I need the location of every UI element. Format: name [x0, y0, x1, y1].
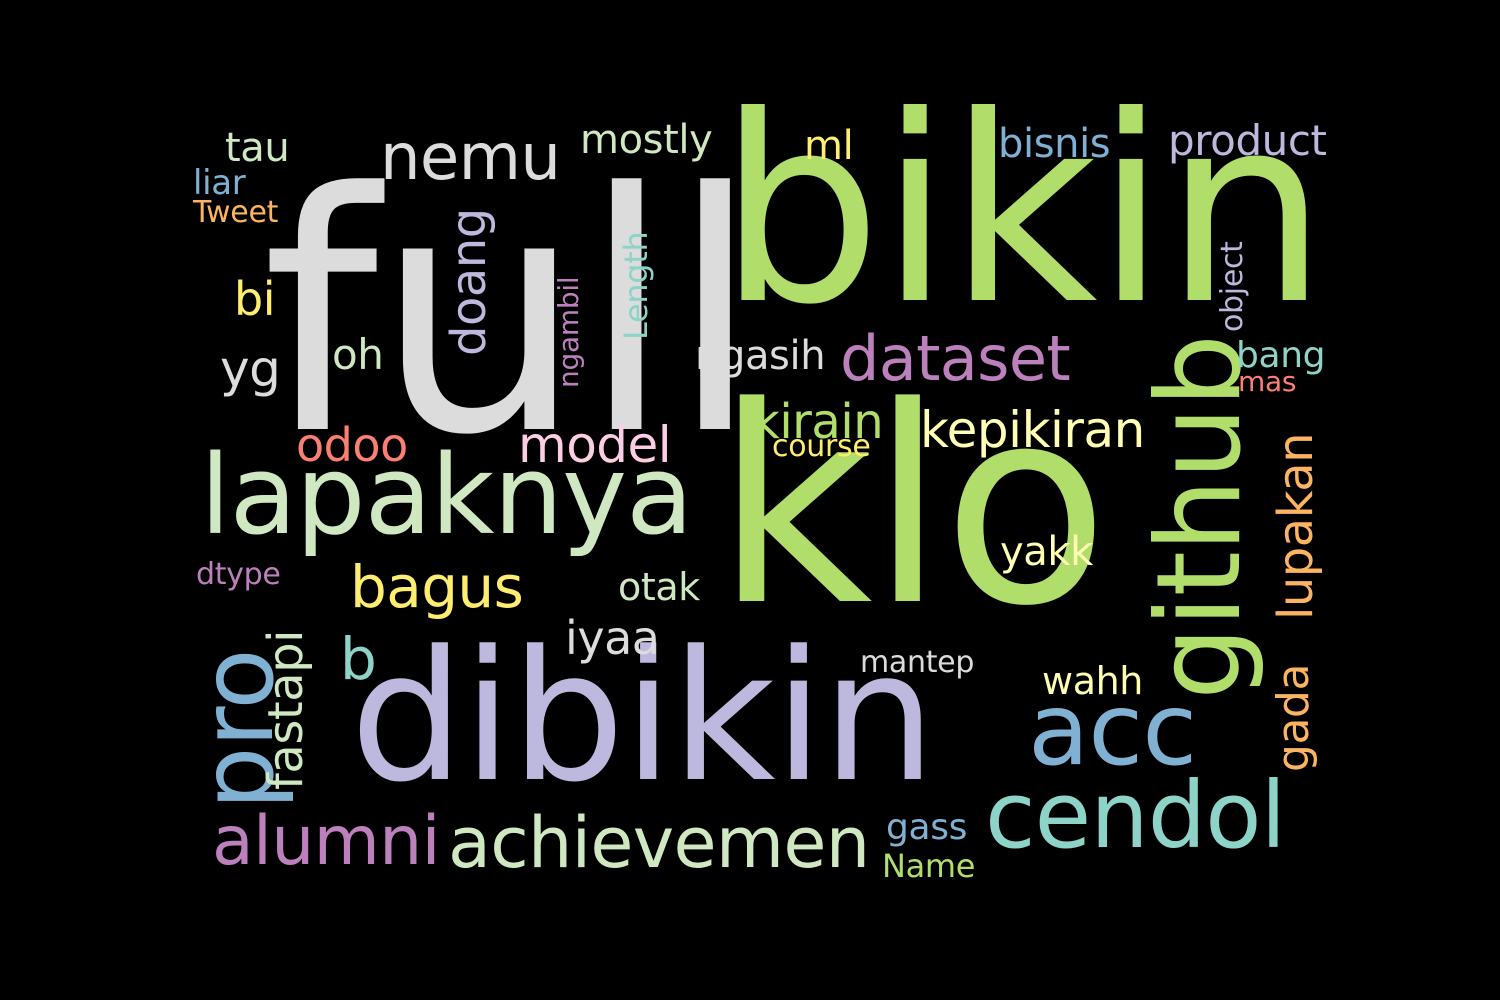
word-kirain: kirain — [752, 394, 884, 450]
word-mostly: mostly — [580, 117, 713, 163]
word-mantep: mantep — [860, 645, 975, 680]
word-bagus: bagus — [350, 553, 524, 621]
word-nemu: nemu — [380, 121, 561, 195]
word-ngambil: ngambil — [552, 276, 585, 388]
word-klo: klo — [715, 350, 1109, 666]
word-alumni: alumni — [212, 802, 440, 881]
word-lupakan: lupakan — [1268, 432, 1324, 620]
word-bisnis: bisnis — [998, 121, 1111, 167]
word-odoo: odoo — [296, 418, 408, 472]
word-wahh: wahh — [1042, 659, 1144, 703]
word-course: course — [772, 429, 871, 464]
word-full: full — [262, 123, 761, 507]
word-kepikiran: kepikiran — [920, 401, 1145, 459]
word-cendol: cendol — [985, 762, 1286, 869]
word-yakk: yakk — [1000, 529, 1093, 575]
word-length: Length — [617, 231, 655, 340]
word-gass: gass — [886, 807, 967, 848]
word-mas: mas — [1238, 365, 1297, 398]
word-tau: tau — [225, 125, 290, 171]
word-dtype: dtype — [196, 557, 281, 592]
word-dibikin: dibikin — [350, 613, 936, 822]
word-tweet: Tweet — [193, 195, 279, 230]
word-fastapi: fastapi — [258, 630, 314, 790]
word-name: Name — [882, 847, 976, 885]
word-achievemen: achievemen — [448, 802, 870, 884]
word-dataset: dataset — [840, 322, 1071, 395]
word-doang: doang — [441, 208, 497, 356]
word-bikin: bikin — [718, 61, 1328, 361]
word-otak: otak — [618, 565, 700, 609]
word-model: model — [518, 416, 672, 474]
word-gada: gada — [1268, 663, 1319, 772]
word-ml: ml — [804, 123, 854, 169]
word-acc: acc — [1028, 671, 1197, 788]
word-lapaknya: lapaknya — [200, 431, 693, 559]
word-yg: yg — [220, 340, 281, 398]
word-oh: oh — [332, 330, 384, 379]
word-bang: bang — [1236, 335, 1326, 376]
word-b: b — [340, 625, 377, 693]
word-object: object — [1215, 241, 1250, 332]
word-iyaa: iyaa — [565, 611, 660, 665]
word-bi: bi — [234, 272, 276, 326]
word-liar: liar — [193, 163, 246, 203]
word-ngasih: ngasih — [695, 333, 826, 379]
word-product: product — [1168, 116, 1327, 165]
